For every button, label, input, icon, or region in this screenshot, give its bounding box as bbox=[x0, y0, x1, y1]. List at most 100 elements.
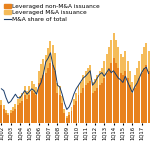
Bar bbox=[35, 95, 38, 123]
Bar bbox=[138, 78, 140, 123]
Bar bbox=[131, 82, 133, 93]
Bar bbox=[3, 105, 5, 109]
Bar bbox=[33, 84, 35, 93]
Bar bbox=[117, 68, 119, 123]
Bar bbox=[92, 82, 93, 93]
Bar bbox=[47, 68, 49, 123]
Bar bbox=[17, 99, 19, 105]
Bar bbox=[89, 65, 91, 81]
Bar bbox=[94, 79, 96, 91]
Bar bbox=[3, 109, 5, 123]
Bar bbox=[54, 53, 56, 71]
Bar bbox=[57, 83, 58, 93]
Bar bbox=[38, 83, 40, 123]
Bar bbox=[52, 65, 54, 123]
Bar bbox=[38, 71, 40, 83]
Bar bbox=[75, 101, 77, 123]
Bar bbox=[103, 78, 105, 123]
Bar bbox=[96, 88, 98, 123]
Bar bbox=[26, 99, 28, 123]
Bar bbox=[63, 109, 66, 113]
Bar bbox=[145, 43, 147, 65]
Bar bbox=[61, 103, 63, 123]
Legend: Leveraged non-M&A issuance, Leveraged M&A issuance, M&A share of total: Leveraged non-M&A issuance, Leveraged M&… bbox=[3, 3, 101, 22]
Bar bbox=[66, 118, 68, 123]
Bar bbox=[131, 93, 133, 123]
Bar bbox=[73, 99, 75, 105]
Bar bbox=[148, 51, 150, 71]
Bar bbox=[75, 93, 77, 101]
Bar bbox=[106, 54, 108, 73]
Bar bbox=[89, 81, 91, 123]
Bar bbox=[28, 86, 30, 95]
Bar bbox=[138, 61, 140, 78]
Bar bbox=[87, 68, 89, 83]
Bar bbox=[134, 75, 136, 88]
Bar bbox=[47, 48, 49, 68]
Bar bbox=[84, 85, 87, 123]
Bar bbox=[103, 61, 105, 78]
Bar bbox=[148, 71, 150, 123]
Bar bbox=[14, 109, 16, 123]
Bar bbox=[99, 85, 101, 123]
Bar bbox=[145, 65, 147, 123]
Bar bbox=[136, 83, 138, 123]
Bar bbox=[10, 113, 12, 123]
Bar bbox=[136, 68, 138, 83]
Bar bbox=[66, 116, 68, 118]
Bar bbox=[134, 88, 136, 123]
Bar bbox=[124, 51, 126, 71]
Bar bbox=[0, 100, 2, 105]
Bar bbox=[92, 93, 93, 123]
Bar bbox=[129, 85, 131, 123]
Bar bbox=[127, 78, 129, 123]
Bar bbox=[50, 41, 51, 63]
Bar bbox=[21, 93, 23, 101]
Bar bbox=[68, 115, 70, 123]
Bar bbox=[115, 63, 117, 123]
Bar bbox=[24, 86, 26, 95]
Bar bbox=[122, 57, 124, 75]
Bar bbox=[127, 61, 129, 78]
Bar bbox=[129, 71, 131, 85]
Bar bbox=[84, 71, 87, 85]
Bar bbox=[122, 75, 124, 123]
Bar bbox=[87, 83, 89, 123]
Bar bbox=[80, 82, 82, 93]
Bar bbox=[115, 40, 117, 63]
Bar bbox=[19, 96, 21, 103]
Bar bbox=[31, 91, 33, 123]
Bar bbox=[110, 63, 112, 123]
Bar bbox=[5, 113, 7, 123]
Bar bbox=[5, 110, 7, 113]
Bar bbox=[78, 85, 80, 95]
Bar bbox=[80, 93, 82, 123]
Bar bbox=[40, 78, 42, 123]
Bar bbox=[82, 88, 84, 123]
Bar bbox=[45, 73, 47, 123]
Bar bbox=[112, 58, 115, 123]
Bar bbox=[68, 112, 70, 115]
Bar bbox=[96, 75, 98, 88]
Bar bbox=[0, 105, 2, 123]
Bar bbox=[94, 91, 96, 123]
Bar bbox=[101, 83, 103, 123]
Bar bbox=[141, 73, 143, 123]
Bar bbox=[14, 104, 16, 109]
Bar bbox=[63, 113, 66, 123]
Bar bbox=[40, 64, 42, 78]
Bar bbox=[59, 86, 61, 95]
Bar bbox=[12, 107, 14, 111]
Bar bbox=[59, 95, 61, 123]
Bar bbox=[143, 47, 145, 68]
Bar bbox=[26, 91, 28, 99]
Bar bbox=[19, 103, 21, 123]
Bar bbox=[12, 111, 14, 123]
Bar bbox=[108, 47, 110, 68]
Bar bbox=[50, 63, 51, 123]
Bar bbox=[57, 93, 58, 123]
Bar bbox=[54, 71, 56, 123]
Bar bbox=[120, 73, 122, 123]
Bar bbox=[78, 95, 80, 123]
Bar bbox=[120, 54, 122, 73]
